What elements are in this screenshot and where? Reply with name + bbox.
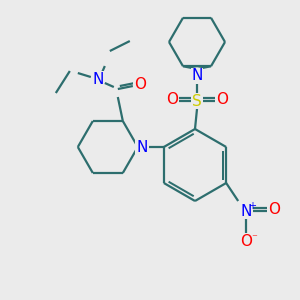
Text: N: N	[191, 68, 203, 83]
Text: O: O	[134, 76, 146, 92]
Text: N: N	[191, 68, 203, 83]
Text: O: O	[240, 233, 252, 248]
Text: O: O	[216, 92, 228, 107]
Text: O: O	[268, 202, 280, 217]
Text: ⁻: ⁻	[251, 233, 257, 243]
Text: S: S	[192, 94, 202, 109]
Text: O: O	[166, 92, 178, 107]
Text: N: N	[136, 140, 148, 154]
Text: N: N	[92, 71, 103, 86]
Text: +: +	[248, 201, 256, 211]
Text: N: N	[241, 203, 252, 218]
Text: N: N	[136, 140, 148, 154]
